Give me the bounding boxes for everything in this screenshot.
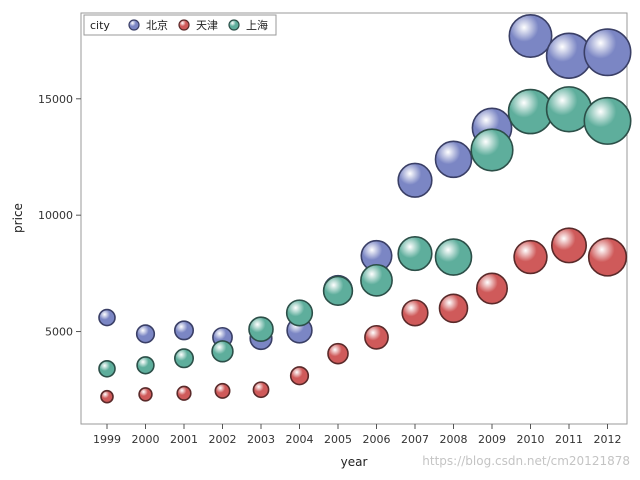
x-tick-label: 1999 — [93, 433, 121, 446]
y-tick-label: 10000 — [38, 209, 73, 222]
y-axis: 5000 10000 15000 — [38, 93, 81, 339]
bubble-天津 — [364, 324, 389, 350]
bubble-天津 — [289, 366, 310, 386]
legend-marker — [178, 19, 190, 31]
bubble-上海 — [397, 235, 433, 272]
legend-marker — [128, 19, 140, 31]
bubble-北京 — [583, 28, 632, 77]
bubble-天津 — [513, 239, 548, 275]
bubble-北京 — [434, 140, 473, 179]
bubble-上海 — [248, 316, 274, 343]
bubble-上海 — [434, 238, 473, 276]
x-tick-label: 2000 — [132, 433, 160, 446]
y-tick-label: 15000 — [38, 93, 73, 106]
y-axis-title: price — [11, 203, 25, 233]
x-tick-label: 2003 — [247, 433, 275, 446]
bubbles — [98, 13, 632, 404]
legend-title: city — [90, 19, 110, 32]
bubble-上海 — [360, 263, 393, 297]
bubble-上海 — [174, 348, 195, 369]
bubble-上海 — [211, 340, 234, 363]
bubble-北京 — [98, 308, 116, 327]
x-tick-label: 2011 — [555, 433, 583, 446]
watermark: https://blog.csdn.net/cm20121878 — [422, 454, 630, 468]
bubble-天津 — [550, 227, 587, 264]
x-tick-label: 2007 — [401, 433, 429, 446]
x-tick-label: 2001 — [170, 433, 198, 446]
legend-label: 天津 — [196, 19, 218, 32]
x-axis-title: year — [341, 455, 368, 469]
bubble-天津 — [100, 389, 114, 404]
bubble-北京 — [397, 162, 433, 198]
legend-label: 北京 — [146, 18, 168, 32]
bubble-天津 — [138, 387, 153, 402]
plot-frame — [80, 12, 628, 425]
x-tick-label: 2002 — [209, 433, 237, 446]
legend-marker — [228, 19, 240, 31]
legend-label: 上海 — [246, 18, 268, 32]
bubble-天津 — [438, 293, 469, 324]
bubble-天津 — [214, 382, 231, 399]
bubble-天津 — [327, 342, 349, 365]
bubble-天津 — [176, 385, 192, 401]
x-tick-label: 2006 — [363, 433, 391, 446]
x-tick-label: 2009 — [478, 433, 506, 446]
bubble-上海 — [470, 128, 514, 172]
bubble-上海 — [583, 96, 632, 145]
bubble-上海 — [507, 88, 554, 135]
bubble-上海 — [285, 299, 314, 327]
bubble-天津 — [475, 272, 508, 305]
bubble-上海 — [136, 356, 155, 375]
bubble-北京 — [135, 324, 156, 344]
bubble-上海 — [98, 359, 116, 378]
x-tick-label: 2005 — [324, 433, 352, 446]
bubble-天津 — [587, 237, 628, 277]
bubble-北京 — [508, 13, 553, 58]
y-tick-label: 5000 — [45, 326, 73, 339]
bubble-天津 — [401, 299, 429, 327]
x-tick-label: 2008 — [440, 433, 468, 446]
legend: city 北京 天津 上海 — [83, 14, 277, 36]
bubble-天津 — [252, 381, 270, 399]
x-tick-label: 2004 — [286, 433, 314, 446]
bubble-北京 — [174, 320, 195, 341]
x-tick-label: 2010 — [517, 433, 545, 446]
x-tick-label: 2012 — [594, 433, 622, 446]
x-axis: 1999 2000 2001 2002 2003 2004 2005 2006 2007 2008… — [93, 424, 622, 446]
bubble-上海 — [322, 275, 354, 307]
